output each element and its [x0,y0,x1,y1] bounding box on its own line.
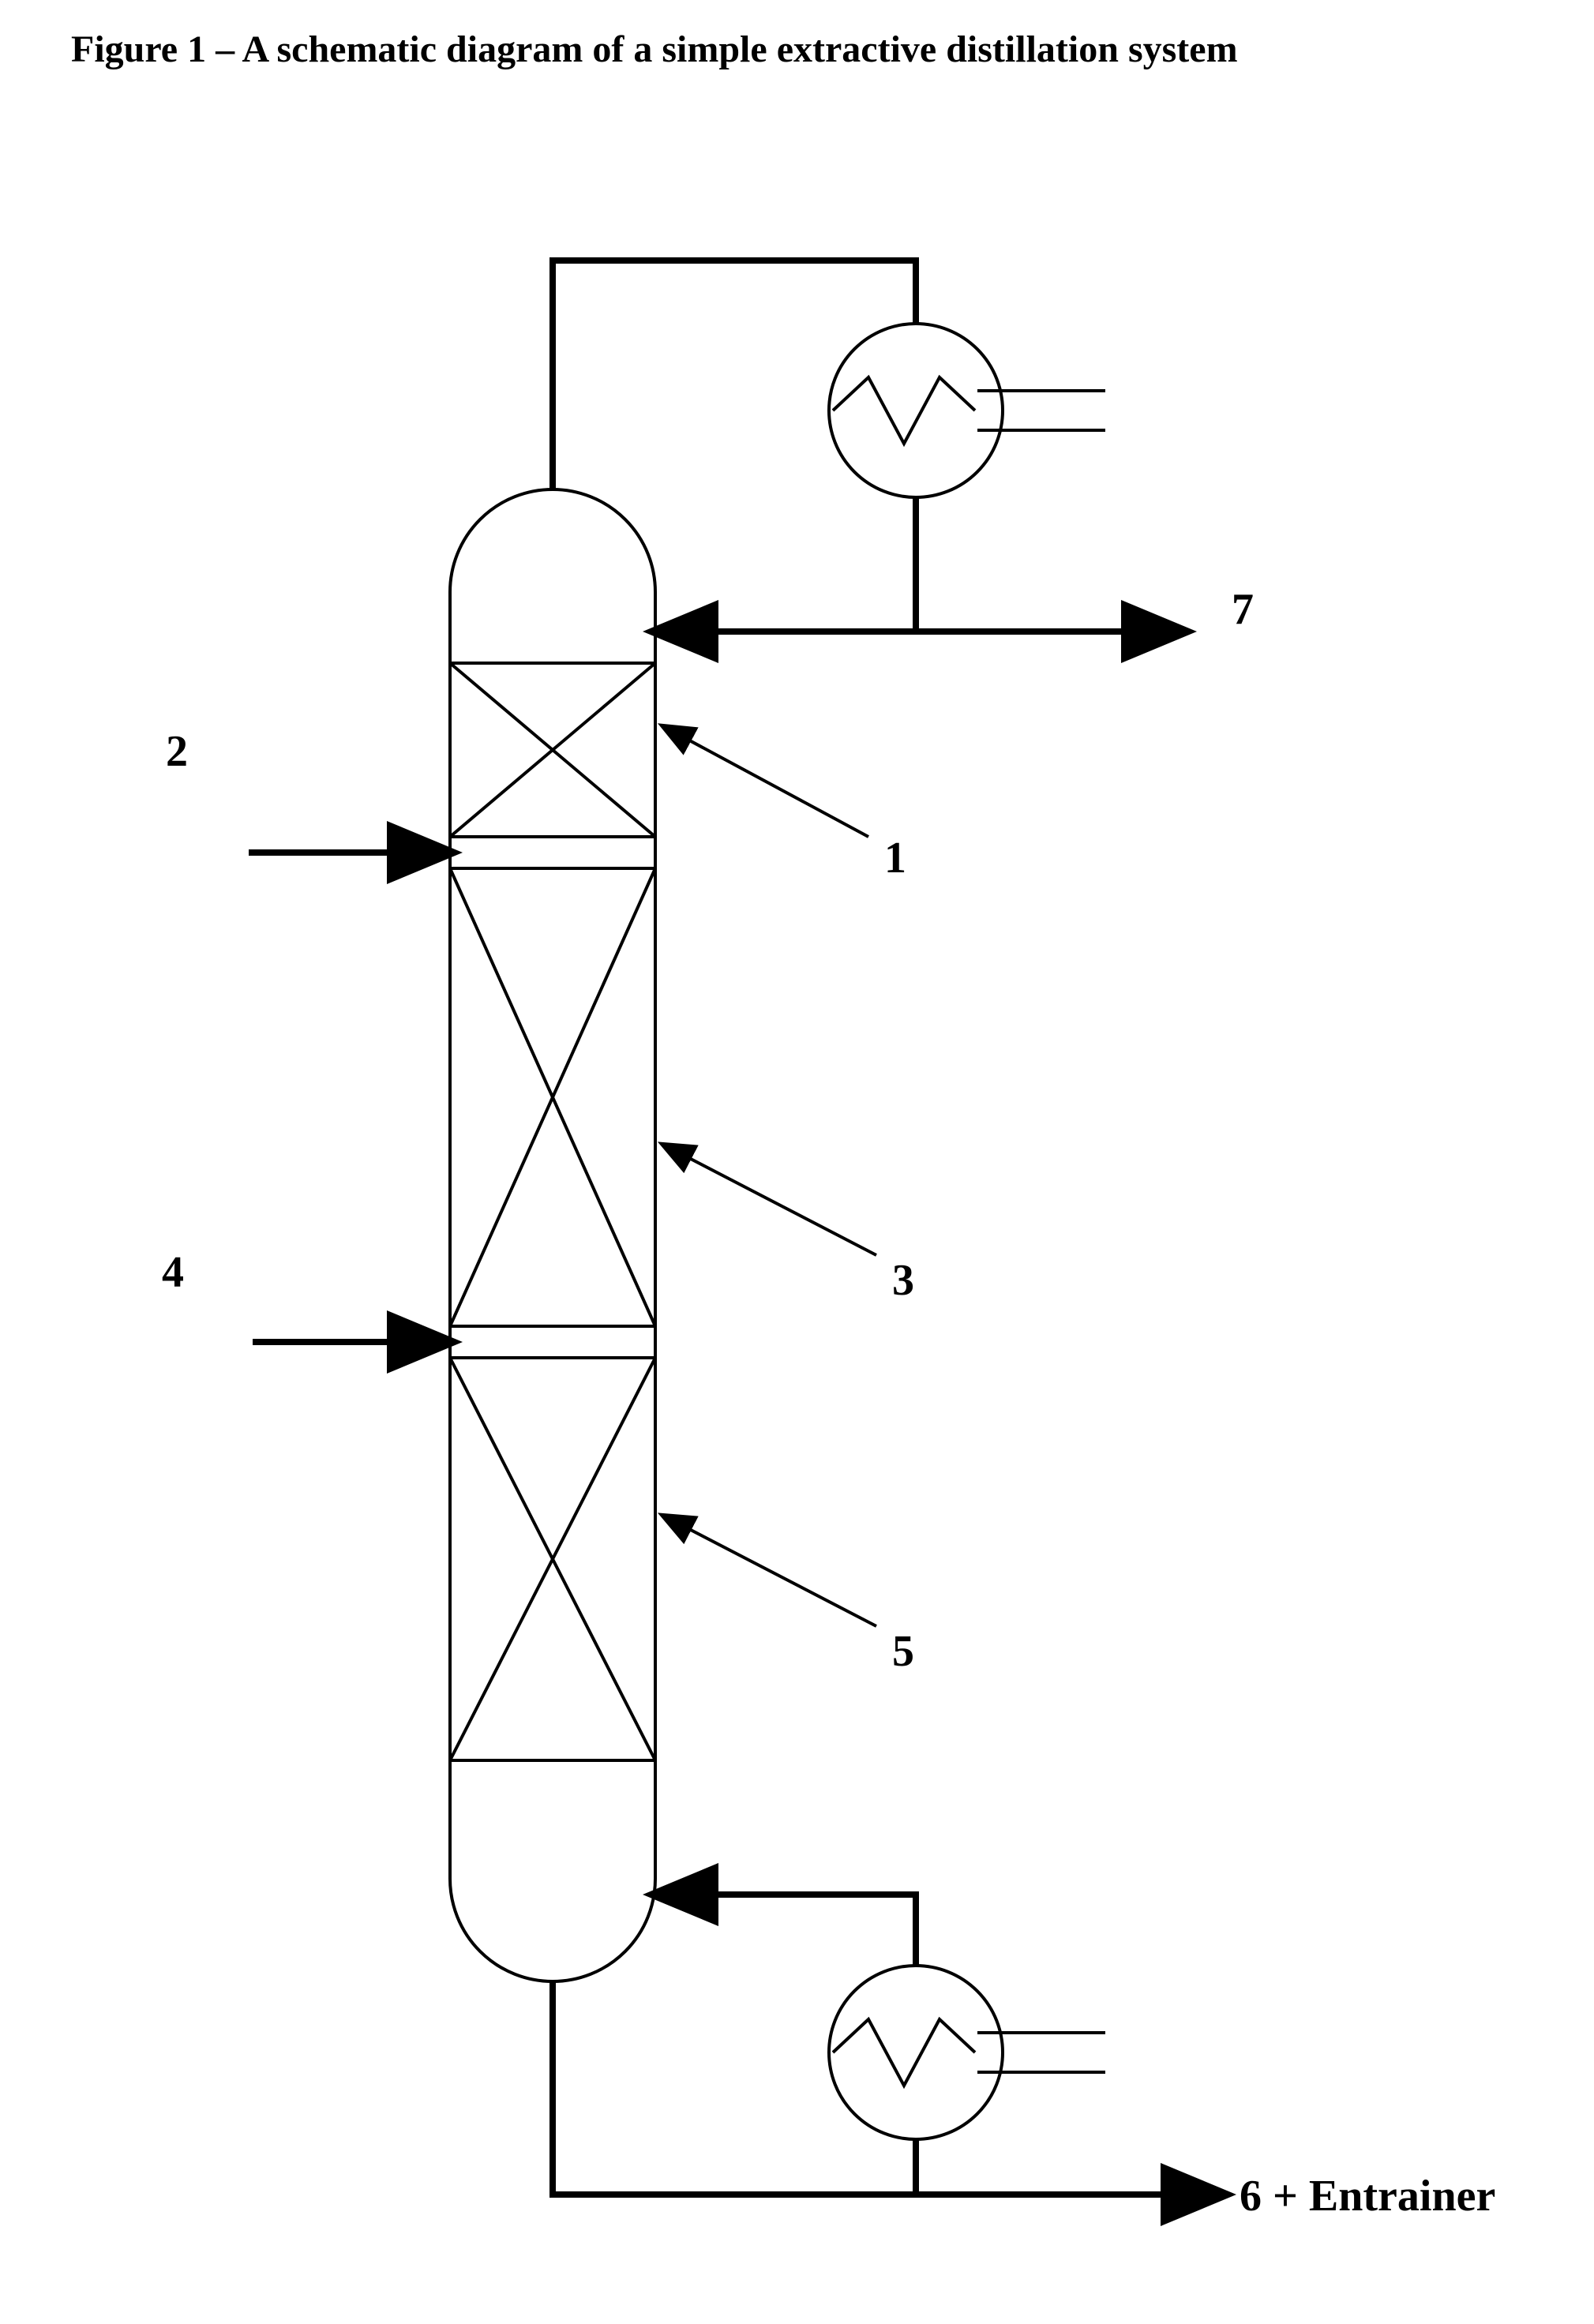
label-1: 1 [884,833,906,883]
pointer-5 [663,1516,876,1626]
label-2: 2 [166,726,188,777]
pointer-3 [663,1145,876,1255]
label-5: 5 [892,1626,914,1677]
condenser-icon [829,324,1105,497]
reflux-line [655,497,916,632]
label-4: 4 [162,1247,184,1298]
reboiler-return-line [655,1895,916,1966]
diagram-svg [0,0,1594,2324]
reboiler-icon [829,1966,1105,2139]
label-6: 6 + Entrainer [1240,2171,1495,2221]
bottoms-line [553,1981,1224,2195]
label-3: 3 [892,1255,914,1306]
pointer-1 [663,726,868,837]
label-7: 7 [1232,584,1254,635]
vapor-line [553,261,916,489]
distillation-column [450,489,655,1981]
